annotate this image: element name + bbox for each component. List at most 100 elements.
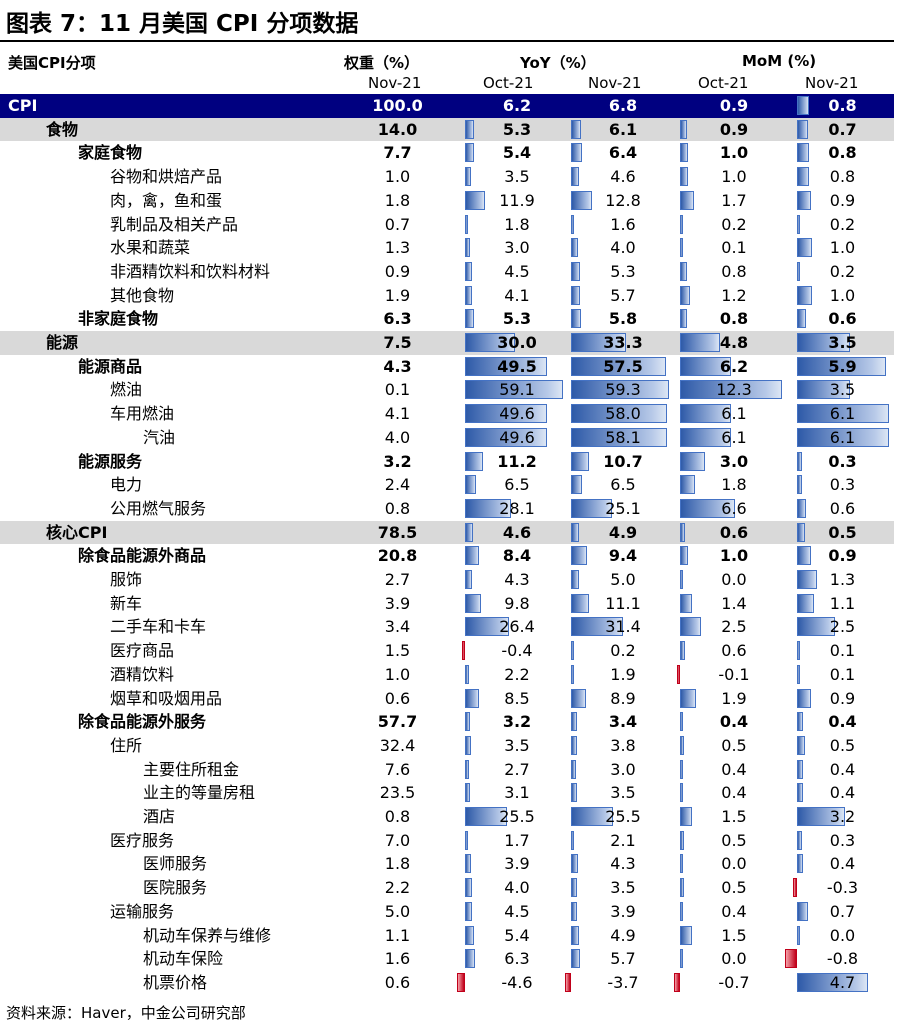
cell-yoy-oct: 3.1 bbox=[504, 783, 530, 803]
table-row: 公用燃气服务 0.8 28.1 25.1 6.6 0.6 bbox=[0, 497, 894, 521]
data-bar bbox=[680, 617, 701, 637]
cell-mom-oct: 6.2 bbox=[719, 356, 749, 376]
data-bar bbox=[465, 380, 563, 400]
data-bar bbox=[797, 427, 889, 447]
data-bar bbox=[680, 143, 689, 163]
cell-weight: 1.8 bbox=[384, 854, 411, 874]
cell-yoy-nov: 58.1 bbox=[605, 427, 641, 447]
row-label: 汽油 bbox=[143, 427, 176, 447]
cell-mom-nov: 0.7 bbox=[828, 119, 857, 139]
cell-yoy-oct: 5.4 bbox=[504, 925, 530, 945]
data-bar bbox=[680, 333, 720, 352]
table-row: 医疗服务 7.0 1.7 2.1 0.5 0.3 bbox=[0, 829, 894, 853]
row-label: 业主的等量房租 bbox=[143, 783, 256, 803]
cell-mom-oct: 0.8 bbox=[721, 261, 747, 281]
cell-yoy-nov: 6.4 bbox=[608, 143, 638, 163]
cell-yoy-oct: 25.5 bbox=[499, 807, 535, 826]
data-bar bbox=[465, 333, 515, 352]
data-bar bbox=[571, 901, 578, 921]
cell-yoy-nov: 6.5 bbox=[610, 475, 636, 495]
table-row: 机动车保险 1.6 6.3 5.7 0.0 -0.8 bbox=[0, 947, 894, 971]
cell-yoy-nov: 11.1 bbox=[605, 593, 641, 613]
header-yoy-oct: Oct-21 bbox=[483, 74, 534, 92]
data-bar bbox=[571, 404, 667, 424]
row-label: 能源 bbox=[46, 333, 79, 352]
cell-mom-nov: 0.3 bbox=[828, 451, 857, 471]
row-label: CPI bbox=[8, 96, 38, 115]
cell-yoy-nov: 4.3 bbox=[610, 854, 636, 874]
cell-weight: 1.9 bbox=[384, 285, 411, 305]
data-bar bbox=[571, 830, 575, 850]
cell-yoy-oct: 3.5 bbox=[504, 735, 530, 755]
top-rule bbox=[0, 40, 894, 42]
cell-yoy-oct: 11.2 bbox=[497, 451, 537, 471]
cell-yoy-oct: 3.5 bbox=[504, 167, 530, 187]
cell-mom-nov: 0.4 bbox=[829, 854, 856, 874]
cell-mom-oct: 0.0 bbox=[721, 854, 747, 874]
cell-mom-oct: 1.0 bbox=[721, 167, 747, 187]
cell-yoy-nov: 1.9 bbox=[610, 664, 636, 684]
cell-weight: 7.0 bbox=[384, 830, 411, 850]
data-bar bbox=[797, 404, 889, 424]
cell-mom-nov: 3.5 bbox=[829, 380, 856, 400]
data-bar bbox=[465, 570, 473, 589]
data-bar bbox=[797, 238, 812, 258]
data-bar bbox=[465, 119, 474, 139]
data-bar bbox=[792, 878, 797, 898]
cell-mom-nov: 0.1 bbox=[829, 664, 856, 684]
data-bar bbox=[797, 309, 806, 329]
cell-mom-nov: 0.5 bbox=[828, 522, 857, 542]
cell-mom-oct: 0.4 bbox=[721, 901, 747, 921]
cell-mom-nov: 5.9 bbox=[828, 356, 857, 376]
data-bar bbox=[797, 261, 800, 281]
data-bar bbox=[680, 498, 735, 518]
data-bar bbox=[797, 475, 802, 495]
table-row: 谷物和烘焙产品 1.0 3.5 4.6 1.0 0.8 bbox=[0, 165, 894, 189]
data-bar bbox=[797, 333, 850, 352]
cell-yoy-oct: 30.0 bbox=[497, 333, 537, 352]
data-bar bbox=[571, 854, 579, 874]
data-bar bbox=[680, 404, 731, 424]
data-bar bbox=[797, 119, 808, 139]
cell-yoy-oct: 59.1 bbox=[499, 380, 535, 400]
header-weight-period: Nov-21 bbox=[368, 74, 422, 92]
table-row: 医师服务 1.8 3.9 4.3 0.0 0.4 bbox=[0, 852, 894, 876]
cell-yoy-oct: 9.8 bbox=[504, 593, 530, 613]
cell-weight: 6.3 bbox=[383, 309, 412, 329]
cell-mom-oct: 0.0 bbox=[721, 949, 747, 969]
data-bar bbox=[680, 807, 693, 826]
data-bar bbox=[465, 830, 468, 850]
cell-mom-oct: 1.8 bbox=[721, 475, 747, 495]
data-bar bbox=[680, 119, 688, 139]
cell-yoy-nov: 5.8 bbox=[608, 309, 638, 329]
cell-yoy-oct: 4.6 bbox=[502, 522, 532, 542]
cell-yoy-nov: 5.7 bbox=[610, 949, 636, 969]
cell-yoy-oct: 1.8 bbox=[504, 214, 530, 234]
cell-mom-oct: 0.4 bbox=[721, 759, 747, 779]
cell-mom-oct: -0.1 bbox=[718, 664, 750, 684]
cell-yoy-nov: 58.0 bbox=[605, 404, 641, 424]
cell-yoy-nov: 2.1 bbox=[610, 830, 636, 850]
data-bar bbox=[571, 167, 579, 187]
data-bar bbox=[680, 712, 684, 732]
header-yoy-nov: Nov-21 bbox=[588, 74, 642, 92]
cell-weight: 7.5 bbox=[383, 333, 412, 352]
data-bar bbox=[571, 119, 582, 139]
table-row: 能源服务 3.2 11.2 10.7 3.0 0.3 bbox=[0, 450, 894, 474]
cell-yoy-nov: 57.5 bbox=[603, 356, 643, 376]
cell-mom-oct: 6.1 bbox=[721, 404, 747, 424]
cell-mom-nov: 0.2 bbox=[829, 261, 856, 281]
data-bar bbox=[571, 356, 666, 376]
table-row: 乳制品及相关产品 0.7 1.8 1.6 0.2 0.2 bbox=[0, 213, 894, 237]
cell-mom-oct: 0.4 bbox=[721, 783, 747, 803]
cell-weight: 1.6 bbox=[384, 949, 411, 969]
cell-mom-nov: -0.8 bbox=[826, 949, 859, 969]
cell-weight: 0.6 bbox=[384, 688, 411, 708]
row-label: 二手车和卡车 bbox=[110, 617, 207, 637]
cell-yoy-nov: 5.3 bbox=[610, 261, 636, 281]
cell-mom-nov: 6.1 bbox=[829, 427, 856, 447]
data-bar bbox=[797, 167, 809, 187]
row-label: 住所 bbox=[110, 735, 143, 755]
row-label: 车用燃油 bbox=[110, 404, 175, 424]
table-row: 能源商品 4.3 49.5 57.5 6.2 5.9 bbox=[0, 355, 894, 379]
